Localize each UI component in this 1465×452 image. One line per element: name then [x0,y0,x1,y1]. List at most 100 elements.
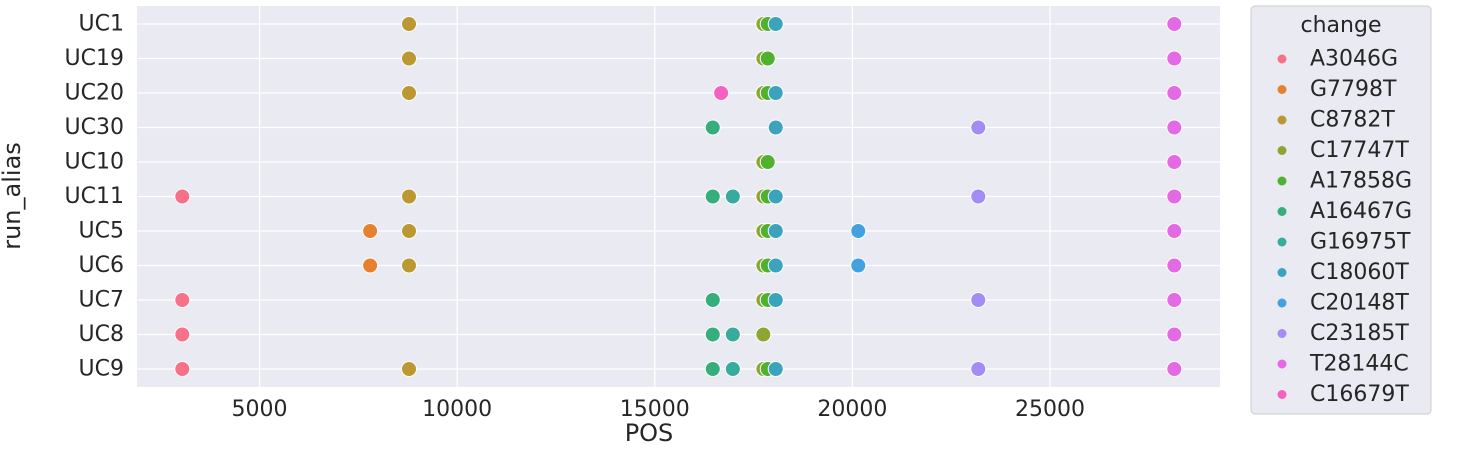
data-point [970,188,987,205]
data-point [401,16,418,32]
data-point [767,85,784,101]
x-tick-label: 20000 [817,397,887,422]
y-axis-title: run_alias [0,142,26,250]
legend-marker [1277,207,1287,216]
data-point [1166,292,1183,308]
legend-marker [1277,54,1287,64]
data-point [1166,257,1183,274]
y-tick-label: UC19 [65,46,124,71]
legend-label: C16679T [1310,382,1409,407]
data-point [759,154,776,170]
legend-marker [1277,115,1287,125]
y-tick-label: UC20 [65,81,124,106]
data-point [713,85,730,101]
data-point [704,361,721,377]
legend-label: T28144C [1309,352,1409,377]
data-point [704,188,721,205]
data-point [1166,16,1183,32]
data-point [362,257,379,274]
data-point [174,188,191,205]
y-tick-label: UC5 [79,219,124,244]
data-point [767,292,784,308]
grid-lines [137,6,1220,387]
data-point [767,361,784,377]
y-tick-label: UC11 [65,184,124,209]
data-point [401,50,418,67]
data-point [401,257,418,274]
y-tick-label: UC10 [65,150,124,175]
legend-label: C8782T [1310,108,1395,133]
x-tick-label: 15000 [620,397,690,422]
legend-title: change [1301,13,1382,38]
data-point [704,119,721,136]
data-point [767,119,784,136]
data-point [174,361,191,377]
x-tick-label: 10000 [422,397,492,422]
data-point [970,361,987,377]
data-point [850,223,867,239]
legend-marker [1277,390,1287,399]
data-point [704,292,721,308]
x-tick-label: 5000 [232,397,288,422]
y-tick-label: UC7 [79,288,124,313]
x-axis-title: POS [625,419,674,447]
legend-label: G16975T [1310,230,1411,255]
data-point [759,50,776,67]
legend-marker [1277,237,1287,247]
legend-marker [1277,176,1287,186]
data-point [1166,361,1183,377]
data-point [1166,223,1183,239]
legend-label: A17858G [1310,169,1412,194]
data-point [1166,85,1183,101]
legend-marker [1277,85,1287,94]
data-point [970,119,987,136]
data-point [174,326,191,343]
legend-box [1250,5,1432,415]
legend-marker [1277,268,1287,277]
data-point [401,85,418,101]
data-point [724,361,741,377]
y-tick-labels: UC1 UC19 UC20 UC30 UC10 UC11 UC5 UC6 UC7 UC8 UC9 [65,12,124,382]
legend-marker [1277,298,1287,308]
data-point [401,223,418,239]
legend-marker [1277,359,1287,369]
legend-label: A16467G [1310,199,1412,224]
data-point [724,326,741,343]
data-point [174,292,191,308]
data-point [704,326,721,343]
y-tick-label: UC9 [79,357,124,382]
data-point [401,188,418,205]
data-point [767,188,784,205]
legend: change A3046GG7798TC8782TC17747TA17858GA… [1250,5,1432,415]
y-tick-label: UC8 [79,322,124,347]
x-tick-label: 25000 [1015,397,1085,422]
data-point [1166,326,1183,343]
legend-label: C23185T [1310,321,1409,346]
legend-marker [1277,329,1287,338]
data-point [362,223,379,239]
legend-label: C20148T [1310,291,1409,316]
y-tick-label: UC6 [79,253,124,278]
legend-items: A3046G G7798T C8782T C17747T A17858G A16467G G… [1277,47,1412,407]
data-point [1166,50,1183,67]
legend-label: C17747T [1310,138,1409,163]
data-point [1166,188,1183,205]
data-point [850,257,867,274]
data-point [767,257,784,274]
data-point [724,188,741,205]
data-points [174,16,1183,377]
legend-marker [1277,146,1287,155]
data-point [767,223,784,239]
legend-label: A3046G [1310,47,1398,72]
y-tick-label: UC30 [65,115,124,140]
data-point [755,326,772,343]
data-point [1166,154,1183,170]
legend-label: C18060T [1310,260,1409,285]
x-tick-labels: 5000 10000 15000 20000 25000 [232,397,1086,422]
data-point [401,361,418,377]
data-point [970,292,987,308]
legend-label: G7798T [1310,77,1397,102]
y-tick-label: UC1 [79,12,124,37]
data-point [767,16,784,32]
